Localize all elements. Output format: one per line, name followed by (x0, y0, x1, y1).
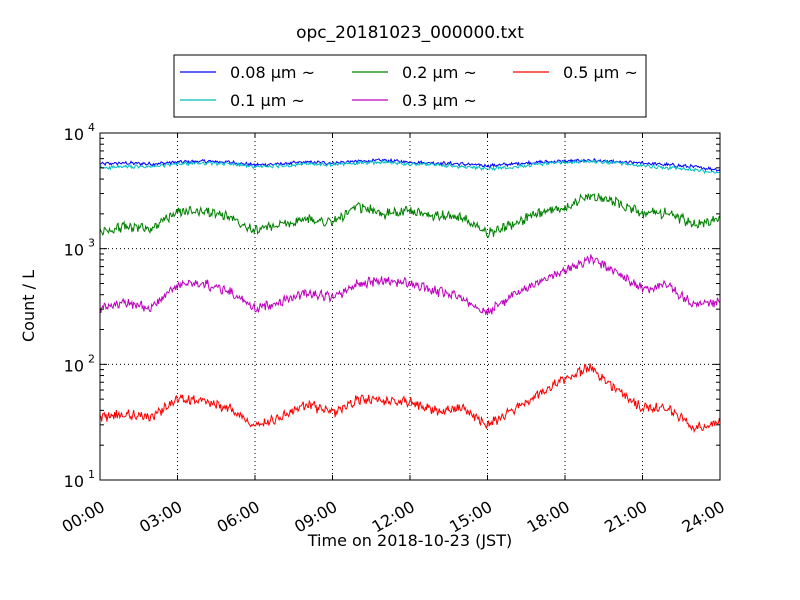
series-line-5 (99, 363, 721, 434)
y-tick-exponent: 2 (88, 352, 95, 365)
y-tick-exponent: 3 (88, 237, 95, 250)
legend: 0.08 μm ~ 0.1 μm ~ 0.2 μm ~ 0.3 μm ~ 0.5 μm … (173, 54, 647, 118)
legend-box (173, 54, 647, 118)
legend-item: 0.1 μm ~ (180, 91, 305, 110)
y-tick-base: 10 (64, 472, 84, 491)
legend-label: 0.5 μm ~ (563, 63, 638, 82)
y-tick-exponent: 4 (88, 121, 95, 134)
series-layer (99, 157, 721, 434)
grid (100, 133, 720, 480)
legend-label: 0.3 μm ~ (402, 91, 477, 110)
series-line-2 (99, 158, 721, 175)
legend-item: 0.3 μm ~ (352, 91, 477, 110)
y-tick-label: 10 4 (64, 121, 95, 144)
y-axis-label: Count / L (19, 270, 38, 342)
y-tick-label: 10 1 (64, 468, 95, 491)
legend-item: 0.08 μm ~ (180, 63, 315, 82)
y-tick-base: 10 (64, 125, 84, 144)
y-tick-label: 10 2 (64, 352, 95, 375)
y-axis: 10 1 10 2 10 3 10 4 (64, 121, 720, 491)
x-axis-label: Time on 2018-10-23 (JST) (307, 531, 512, 550)
chart-title: opc_20181023_000000.txt (296, 23, 524, 43)
series-line-4 (99, 254, 721, 316)
legend-item: 0.2 μm ~ (352, 63, 477, 82)
series-line-3 (99, 193, 721, 239)
legend-label: 0.08 μm ~ (230, 63, 315, 82)
y-tick-exponent: 1 (88, 468, 95, 481)
y-tick-base: 10 (64, 356, 84, 375)
legend-label: 0.2 μm ~ (402, 63, 477, 82)
y-tick-label: 10 3 (64, 237, 95, 260)
legend-item: 0.5 μm ~ (513, 63, 638, 82)
legend-label: 0.1 μm ~ (230, 91, 305, 110)
y-tick-base: 10 (64, 241, 84, 260)
